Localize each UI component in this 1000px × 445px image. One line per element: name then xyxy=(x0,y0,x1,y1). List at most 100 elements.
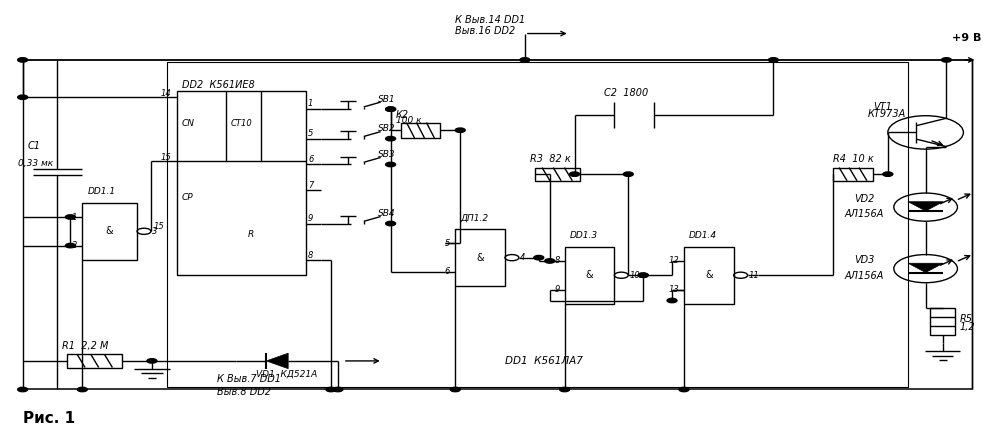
Text: &: & xyxy=(705,270,713,280)
Text: 1: 1 xyxy=(308,99,313,108)
Circle shape xyxy=(386,221,396,226)
Bar xyxy=(833,168,873,181)
Text: Выв.16 DD2: Выв.16 DD2 xyxy=(455,26,516,36)
Text: R5: R5 xyxy=(960,314,973,324)
Bar xyxy=(535,168,580,181)
Text: 4: 4 xyxy=(520,253,525,262)
Text: 15: 15 xyxy=(161,153,172,162)
Circle shape xyxy=(18,95,28,99)
Circle shape xyxy=(333,387,343,392)
Bar xyxy=(455,229,505,286)
Circle shape xyxy=(455,128,465,133)
Circle shape xyxy=(386,137,396,141)
Text: DD1.3: DD1.3 xyxy=(570,231,598,240)
Circle shape xyxy=(18,58,28,62)
Text: С2  1800: С2 1800 xyxy=(604,88,649,98)
Text: SB2: SB2 xyxy=(378,125,395,134)
Text: DD2  К561ИЕ8: DD2 К561ИЕ8 xyxy=(182,81,255,90)
Circle shape xyxy=(534,255,544,260)
Text: 1: 1 xyxy=(72,213,77,222)
Text: 2: 2 xyxy=(72,241,77,250)
Circle shape xyxy=(77,387,87,392)
Bar xyxy=(565,247,614,304)
Text: &: & xyxy=(476,253,484,263)
Text: 7: 7 xyxy=(308,181,313,190)
Polygon shape xyxy=(908,202,943,211)
Text: 11: 11 xyxy=(749,271,759,280)
Text: 8: 8 xyxy=(308,251,313,260)
Circle shape xyxy=(545,259,555,263)
Circle shape xyxy=(941,58,951,62)
Text: VD3: VD3 xyxy=(854,255,874,265)
Text: 0,33 мк: 0,33 мк xyxy=(18,159,53,168)
Circle shape xyxy=(768,58,778,62)
Text: +9 В: +9 В xyxy=(952,33,982,43)
Text: 5: 5 xyxy=(308,129,313,138)
Circle shape xyxy=(386,107,396,111)
Circle shape xyxy=(638,273,648,277)
Text: 3: 3 xyxy=(152,227,157,236)
Text: SB3: SB3 xyxy=(378,150,395,159)
Text: Выв.8 DD2: Выв.8 DD2 xyxy=(217,387,271,396)
Text: SB1: SB1 xyxy=(378,95,395,104)
Text: АЛ156А: АЛ156А xyxy=(844,209,883,219)
Text: К Выв.14 DD1: К Выв.14 DD1 xyxy=(455,16,526,25)
Polygon shape xyxy=(908,263,943,272)
Bar xyxy=(684,247,734,304)
Bar xyxy=(401,122,440,138)
Text: 13: 13 xyxy=(668,285,679,294)
Text: C1: C1 xyxy=(28,141,41,150)
Circle shape xyxy=(520,58,530,62)
Text: 9: 9 xyxy=(554,285,560,294)
Text: DD1.1: DD1.1 xyxy=(87,187,115,196)
Circle shape xyxy=(65,215,75,219)
Circle shape xyxy=(18,387,28,392)
Text: R: R xyxy=(248,230,254,239)
Text: 1,2: 1,2 xyxy=(960,322,976,332)
Text: SB4: SB4 xyxy=(378,210,395,218)
Text: 8: 8 xyxy=(554,256,560,266)
Text: 12: 12 xyxy=(668,256,679,266)
Circle shape xyxy=(623,172,633,176)
Text: R3  82 к: R3 82 к xyxy=(530,154,571,164)
Circle shape xyxy=(560,387,570,392)
Text: 9: 9 xyxy=(308,214,313,223)
Text: R4  10 к: R4 10 к xyxy=(833,154,874,164)
Bar xyxy=(82,203,137,260)
Text: VD1  КД521А: VD1 КД521А xyxy=(256,370,318,379)
Text: VT1: VT1 xyxy=(873,102,892,112)
Text: &: & xyxy=(106,227,113,236)
Circle shape xyxy=(386,162,396,167)
Text: DD1  К561ЛА7: DD1 К561ЛА7 xyxy=(505,356,583,366)
Bar xyxy=(167,62,908,387)
Text: CN: CN xyxy=(182,119,195,129)
Circle shape xyxy=(883,172,893,176)
Text: R1  2,2 М: R1 2,2 М xyxy=(62,341,109,352)
Text: ДП1.2: ДП1.2 xyxy=(460,214,488,222)
Text: 6: 6 xyxy=(445,267,450,276)
Polygon shape xyxy=(266,353,288,368)
Circle shape xyxy=(667,298,677,303)
Text: DD1.4: DD1.4 xyxy=(689,231,717,240)
Circle shape xyxy=(326,387,336,392)
Text: 15: 15 xyxy=(154,222,165,231)
Text: АЛ156А: АЛ156А xyxy=(844,271,883,281)
Circle shape xyxy=(679,387,689,392)
Text: CP: CP xyxy=(182,193,193,202)
Text: 10: 10 xyxy=(629,271,640,280)
Text: &: & xyxy=(586,270,593,280)
Text: 14: 14 xyxy=(161,89,172,98)
Circle shape xyxy=(638,273,648,277)
Text: 100 к: 100 к xyxy=(396,116,421,125)
Text: К Выв.7 DD1: К Выв.7 DD1 xyxy=(217,373,281,384)
Circle shape xyxy=(147,359,157,363)
Text: 5: 5 xyxy=(445,239,450,248)
Bar xyxy=(67,354,122,368)
Text: СТ10: СТ10 xyxy=(231,119,253,129)
Text: Рис. 1: Рис. 1 xyxy=(23,411,75,425)
Circle shape xyxy=(65,243,75,248)
Text: VD2: VD2 xyxy=(854,194,874,203)
Circle shape xyxy=(386,107,396,111)
Circle shape xyxy=(570,172,580,176)
Bar xyxy=(177,91,306,275)
